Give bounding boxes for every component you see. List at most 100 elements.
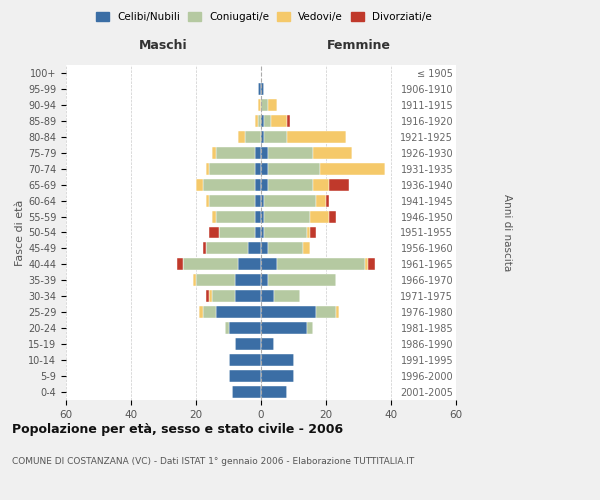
Bar — [307, 322, 313, 334]
Bar — [310, 226, 316, 238]
Bar — [261, 99, 268, 111]
Bar — [268, 162, 320, 174]
Bar — [229, 370, 261, 382]
Bar — [303, 242, 310, 254]
Bar — [261, 290, 274, 302]
Bar — [254, 210, 261, 222]
Bar — [261, 83, 264, 95]
Bar — [203, 242, 206, 254]
Bar — [316, 306, 336, 318]
Bar — [209, 226, 219, 238]
Bar — [254, 226, 261, 238]
Y-axis label: Fasce di età: Fasce di età — [15, 200, 25, 266]
Bar — [287, 131, 346, 143]
Bar — [261, 115, 264, 127]
Bar — [248, 242, 261, 254]
Bar — [215, 147, 254, 158]
Bar — [261, 322, 307, 334]
Bar — [261, 210, 264, 222]
Bar — [329, 178, 349, 190]
Bar — [203, 178, 254, 190]
Bar — [261, 306, 316, 318]
Bar — [215, 210, 254, 222]
Text: Femmine: Femmine — [326, 39, 391, 52]
Bar — [316, 194, 326, 206]
Bar — [261, 354, 293, 366]
Bar — [307, 226, 310, 238]
Bar — [261, 131, 264, 143]
Bar — [365, 258, 368, 270]
Bar — [268, 178, 313, 190]
Bar — [235, 338, 261, 350]
Y-axis label: Anni di nascita: Anni di nascita — [502, 194, 512, 271]
Bar — [219, 226, 254, 238]
Bar — [320, 162, 385, 174]
Bar — [277, 258, 365, 270]
Text: Popolazione per età, sesso e stato civile - 2006: Popolazione per età, sesso e stato civil… — [12, 422, 343, 436]
Bar — [329, 210, 336, 222]
Bar — [225, 322, 229, 334]
Bar — [206, 242, 248, 254]
Bar — [229, 354, 261, 366]
Bar — [206, 162, 209, 174]
Bar — [254, 115, 258, 127]
Bar — [336, 306, 339, 318]
Bar — [235, 290, 261, 302]
Bar — [258, 115, 261, 127]
Bar — [274, 290, 300, 302]
Bar — [261, 370, 293, 382]
Bar — [206, 194, 209, 206]
Bar — [212, 147, 215, 158]
Bar — [238, 131, 245, 143]
Bar — [209, 194, 254, 206]
Bar — [238, 258, 261, 270]
Bar — [268, 99, 277, 111]
Text: COMUNE DI COSTANZANA (VC) - Dati ISTAT 1° gennaio 2006 - Elaborazione TUTTITALIA: COMUNE DI COSTANZANA (VC) - Dati ISTAT 1… — [12, 458, 414, 466]
Bar — [264, 210, 310, 222]
Bar — [254, 147, 261, 158]
Bar — [212, 210, 215, 222]
Bar — [261, 226, 264, 238]
Bar — [258, 83, 261, 95]
Bar — [245, 131, 261, 143]
Bar — [254, 194, 261, 206]
Bar — [261, 194, 264, 206]
Bar — [229, 322, 261, 334]
Bar — [313, 147, 352, 158]
Bar — [268, 147, 313, 158]
Bar — [235, 274, 261, 286]
Bar — [176, 258, 183, 270]
Bar — [261, 274, 268, 286]
Bar — [193, 274, 196, 286]
Bar — [196, 178, 203, 190]
Bar — [254, 162, 261, 174]
Bar — [215, 306, 261, 318]
Bar — [264, 131, 287, 143]
Bar — [261, 147, 268, 158]
Bar — [209, 290, 212, 302]
Bar — [287, 115, 290, 127]
Bar — [199, 306, 203, 318]
Bar — [232, 386, 261, 398]
Legend: Celibi/Nubili, Coniugati/e, Vedovi/e, Divorziati/e: Celibi/Nubili, Coniugati/e, Vedovi/e, Di… — [92, 8, 436, 26]
Bar — [209, 162, 254, 174]
Bar — [268, 242, 303, 254]
Bar — [326, 194, 329, 206]
Bar — [368, 258, 375, 270]
Bar — [268, 274, 336, 286]
Bar — [261, 338, 274, 350]
Bar — [261, 242, 268, 254]
Bar — [183, 258, 238, 270]
Bar — [271, 115, 287, 127]
Bar — [264, 194, 316, 206]
Bar — [310, 210, 329, 222]
Bar — [203, 306, 215, 318]
Bar — [313, 178, 329, 190]
Bar — [261, 386, 287, 398]
Bar — [261, 258, 277, 270]
Bar — [261, 178, 268, 190]
Bar — [258, 99, 261, 111]
Bar — [264, 226, 307, 238]
Bar — [264, 115, 271, 127]
Text: Maschi: Maschi — [139, 39, 188, 52]
